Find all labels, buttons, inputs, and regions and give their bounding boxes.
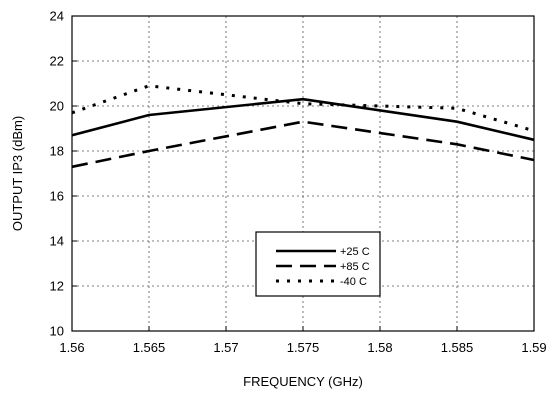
- x-tick-label: 1.56: [59, 340, 84, 355]
- x-tick-label: 1.575: [287, 340, 320, 355]
- y-tick-label: 22: [50, 54, 64, 69]
- x-tick-label: 1.58: [367, 340, 392, 355]
- x-tick-label: 1.59: [521, 340, 546, 355]
- series-line: [71, 97, 535, 142]
- y-tick-label: 24: [50, 9, 64, 24]
- legend-box: [255, 231, 381, 297]
- legend: +25 C +85 C -40 C: [255, 231, 381, 297]
- x-axis-title: FREQUENCY (GHz): [243, 374, 363, 389]
- y-tick-label: 12: [50, 279, 64, 294]
- x-tick-label: 1.585: [441, 340, 474, 355]
- series-line: [71, 120, 535, 169]
- tick-labels: 1.56 1.565 1.57 1.575 1.58 1.585 1.59 10 12 14 16 1…: [50, 9, 547, 356]
- y-tick-label: 10: [50, 324, 64, 339]
- plot-frame: [71, 15, 535, 332]
- y-tick-label: 18: [50, 144, 64, 159]
- legend-label: +85 C: [340, 261, 370, 273]
- legend-label: +25 C: [340, 246, 370, 258]
- y-tick-label: 16: [50, 189, 64, 204]
- x-tick-label: 1.57: [213, 340, 238, 355]
- y-axis-title: OUTPUT IP3 (dBm): [10, 116, 25, 231]
- legend-label: -40 C: [340, 276, 367, 288]
- y-tick-label: 20: [50, 99, 64, 114]
- y-tick-label: 14: [50, 234, 64, 249]
- x-tick-label: 1.565: [133, 340, 166, 355]
- series-lines: [71, 84, 535, 169]
